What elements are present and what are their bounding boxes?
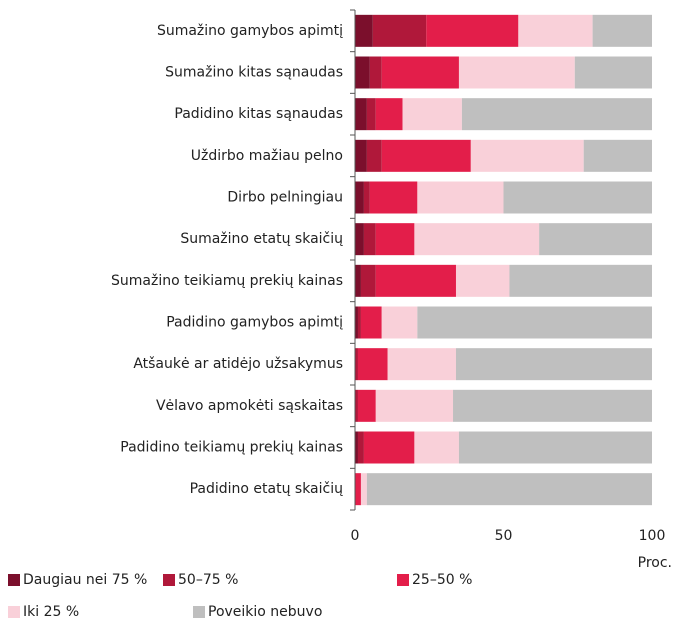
- legend-swatch: [397, 574, 409, 586]
- bar-segment: [357, 348, 388, 381]
- bar-segment: [426, 14, 519, 47]
- bar-segment: [470, 139, 584, 172]
- x-axis-label: Proc.: [638, 555, 672, 571]
- x-tick-label: 100: [639, 528, 666, 544]
- bar-segment: [355, 264, 361, 297]
- bar-segment: [574, 56, 652, 89]
- x-tick-label: 0: [351, 528, 360, 544]
- bar-segment: [357, 306, 361, 339]
- bar-segment: [372, 14, 427, 47]
- legend-swatch: [193, 606, 205, 618]
- bar-segment: [414, 223, 540, 256]
- bar-segment: [366, 139, 382, 172]
- bar-segment: [355, 14, 373, 47]
- bar-segment: [518, 14, 593, 47]
- y-tick-label: Sumažino gamybos apimtį: [157, 23, 343, 39]
- bar-segment: [357, 431, 364, 464]
- legend-swatch: [8, 574, 20, 586]
- bar-segment: [363, 181, 370, 214]
- bar-segment: [369, 56, 382, 89]
- bar-segment: [355, 348, 358, 381]
- legend-swatch: [8, 606, 20, 618]
- bar-segment: [455, 264, 510, 297]
- bar-segment: [369, 181, 418, 214]
- bar-segment: [363, 223, 376, 256]
- bar-segment: [360, 306, 382, 339]
- bar-segment: [402, 98, 462, 131]
- y-tick-label: Uždirbo mažiau pelno: [191, 148, 343, 164]
- bar-segment: [592, 14, 652, 47]
- bar-segment: [360, 264, 376, 297]
- bar-segment: [355, 431, 358, 464]
- y-tick-label: Sumažino teikiamų prekių kainas: [111, 273, 343, 289]
- bar-segment: [357, 389, 376, 422]
- bar-segment: [355, 473, 361, 506]
- y-tick-label: Padidino gamybos apimtį: [166, 315, 343, 331]
- bar-segment: [381, 56, 459, 89]
- x-tick-label: 50: [495, 528, 513, 544]
- bar-segment: [417, 306, 652, 339]
- bar-segment: [381, 306, 418, 339]
- bar-segment: [355, 139, 367, 172]
- bar-segment: [360, 473, 367, 506]
- bar-segment: [355, 56, 370, 89]
- bar-segment: [458, 56, 575, 89]
- bar-segment: [414, 431, 459, 464]
- y-tick-label: Sumažino kitas sąnaudas: [165, 65, 343, 81]
- bar-segment: [375, 223, 415, 256]
- legend-label: 50–75 %: [178, 572, 238, 588]
- bar-segment: [583, 139, 652, 172]
- bar-segment: [375, 264, 456, 297]
- bar-segment: [461, 98, 652, 131]
- bar-segment: [366, 98, 376, 131]
- bar-segment: [455, 348, 652, 381]
- bar-segment: [363, 431, 415, 464]
- bar-segment: [355, 223, 364, 256]
- y-tick-label: Padidino kitas sąnaudas: [174, 106, 343, 122]
- y-tick-label: Atšaukė ar atidėjo užsakymus: [133, 356, 343, 372]
- bar-segment: [375, 389, 454, 422]
- legend-label: 25–50 %: [412, 572, 472, 588]
- bar-segment: [503, 181, 652, 214]
- y-tick-label: Sumažino etatų skaičių: [180, 231, 343, 247]
- bar-segment: [509, 264, 652, 297]
- bar-segment: [417, 181, 504, 214]
- bar-segment: [355, 306, 358, 339]
- bar-segment: [355, 389, 358, 422]
- y-tick-label: Dirbo pelningiau: [227, 190, 343, 206]
- legend-label: Iki 25 %: [23, 604, 79, 620]
- bar-segment: [458, 431, 652, 464]
- bar-segment: [375, 98, 403, 131]
- y-tick-label: Padidino teikiamų prekių kainas: [120, 440, 343, 456]
- bar-segment: [539, 223, 652, 256]
- legend-label: Poveikio nebuvo: [208, 604, 322, 620]
- bar-segment: [355, 98, 367, 131]
- bar-segment: [387, 348, 456, 381]
- y-tick-label: Vėlavo apmokėti sąskaitas: [156, 398, 343, 414]
- y-tick-label: Padidino etatų skaičių: [190, 481, 344, 497]
- bar-segment: [355, 181, 364, 214]
- legend-label: Daugiau nei 75 %: [23, 572, 147, 588]
- bar-segment: [453, 389, 652, 422]
- bar-segment: [366, 473, 652, 506]
- legend-swatch: [163, 574, 175, 586]
- bar-segment: [381, 139, 471, 172]
